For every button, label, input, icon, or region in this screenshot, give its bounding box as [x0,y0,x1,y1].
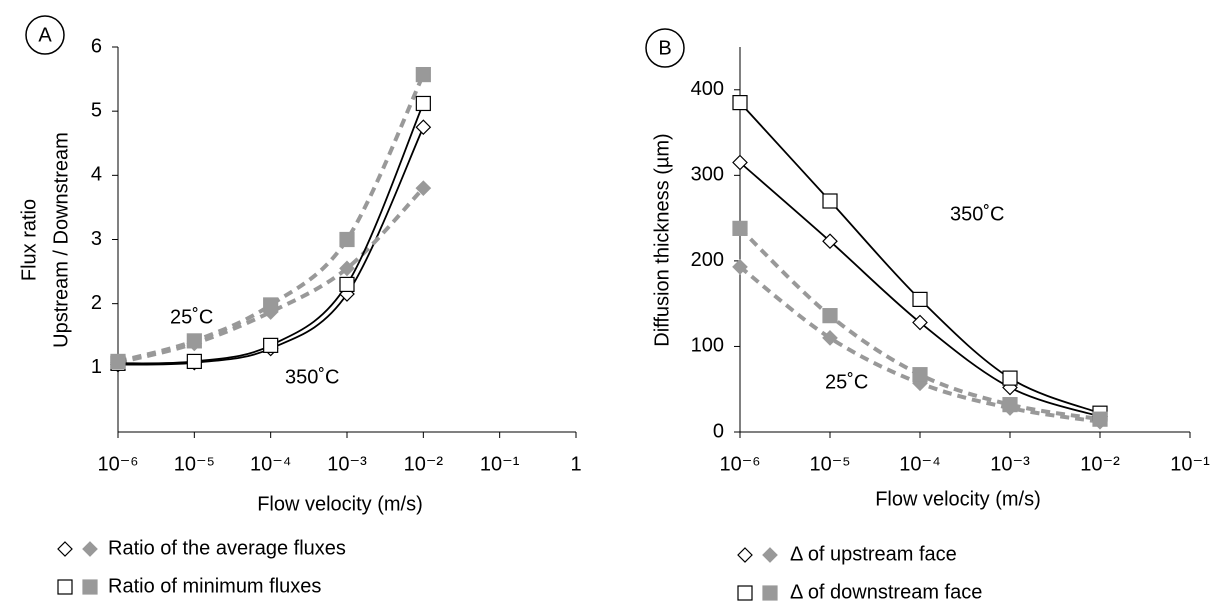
marker [339,231,355,248]
marker [57,579,73,595]
temperature-label: 25˚C [170,306,213,328]
temperature-label: 350˚C [285,366,339,388]
y-tick-label: 0 [713,420,724,442]
panel-label: A [38,24,52,46]
marker [912,291,928,307]
temperature-label: 350˚C [950,203,1004,225]
marker [415,180,432,197]
marker [732,259,748,275]
x-tick-label: 10⁻¹ [480,453,520,475]
marker [186,333,202,349]
marker [110,353,126,370]
x-tick-label: 10⁻⁶ [97,453,138,475]
trend-line [739,102,1101,415]
trend-line [117,73,426,364]
legend-label: Δ of downstream face [790,581,982,603]
temperature-label: 25˚C [825,371,868,393]
y-axis-label: Flux ratio [18,199,40,281]
x-tick-label: 10⁻⁴ [899,453,940,475]
x-tick-label: 10⁻¹ [1170,453,1210,475]
y-tick-label: 1 [91,356,102,378]
marker [415,119,432,136]
panel-circle [25,15,65,55]
legend-label: Ratio of the average fluxes [108,537,346,559]
marker [1002,370,1018,386]
marker [732,220,748,236]
legend-label: Ratio of minimum fluxes [108,575,321,597]
marker [186,353,202,370]
marker [57,541,73,557]
trend-line [117,186,425,365]
x-tick-label: 10⁻² [1080,453,1120,475]
trend-line [738,265,1101,424]
x-tick-label: 1 [570,453,581,475]
y-tick-label: 5 [91,99,102,121]
y-tick-label: 6 [91,35,102,57]
marker [737,547,753,563]
y-axis-label: Diffusion thickness (µm) [651,133,673,346]
x-axis-label: Flow velocity (m/s) [875,488,1041,510]
y-tick-label: 3 [91,228,102,250]
x-tick-label: 10⁻⁴ [250,453,291,475]
marker [737,585,753,601]
trend-line [117,103,425,365]
panel-circle [645,28,685,68]
trend-line [117,126,425,366]
y-tick-label: 4 [91,164,102,186]
marker [732,154,748,171]
y-tick-label: 100 [691,335,724,357]
panel-label: B [658,37,671,59]
y-tick-label: 400 [691,78,724,100]
marker [822,193,838,209]
marker [912,367,928,383]
marker [822,233,838,250]
x-tick-label: 10⁻³ [990,453,1030,475]
x-axis-label: Flow velocity (m/s) [257,493,423,515]
x-tick-label: 10⁻⁶ [719,453,760,475]
marker [1092,411,1108,427]
x-tick-label: 10⁻⁵ [809,453,850,475]
marker [415,66,431,83]
marker [339,260,355,277]
legend-label: Δ of upstream face [790,543,957,565]
marker [1002,397,1018,413]
marker [82,579,98,595]
marker [732,95,748,111]
marker [339,276,355,293]
marker [912,314,928,331]
marker [762,585,778,601]
marker [263,297,279,313]
marker [822,330,838,346]
marker [762,547,778,563]
y-tick-label: 2 [91,292,102,314]
x-tick-label: 10⁻⁵ [174,453,215,475]
marker [415,95,431,112]
x-tick-label: 10⁻³ [327,453,367,475]
y-axis-label: Upstream / Downstream [50,132,72,348]
x-tick-label: 10⁻² [404,453,444,475]
marker [822,308,838,324]
y-tick-label: 200 [691,249,724,271]
y-tick-label: 300 [691,164,724,186]
marker [82,541,98,557]
marker [263,337,279,353]
